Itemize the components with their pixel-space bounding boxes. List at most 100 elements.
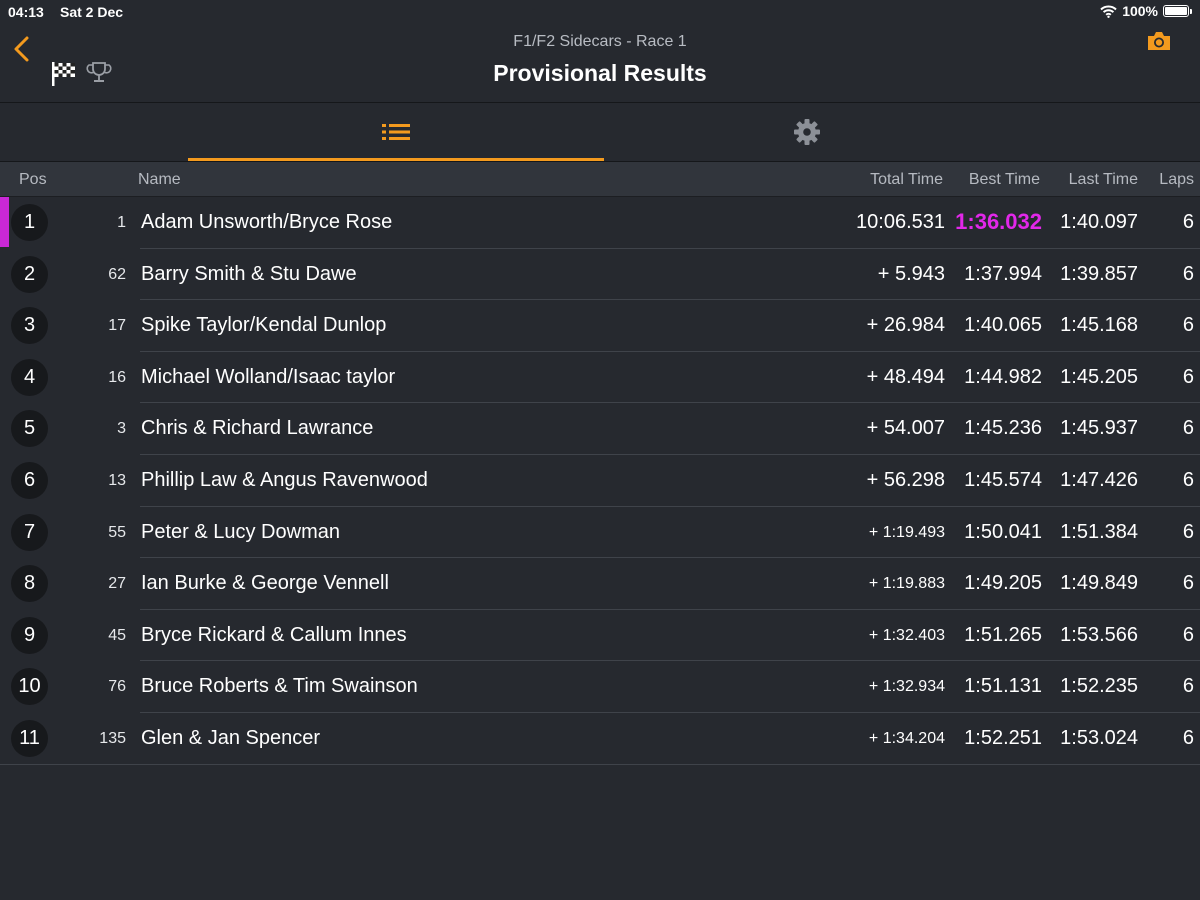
total-time: + 5.943: [877, 262, 945, 285]
rider-name: Spike Taylor/Kendal Dunlop: [141, 314, 387, 337]
table-row[interactable]: 7 55 Peter & Lucy Dowman + 1:19.493 1:50…: [0, 507, 1200, 559]
rider-name: Michael Wolland/Isaac taylor: [141, 365, 396, 388]
racing-number: 17: [108, 317, 126, 335]
table-row[interactable]: 9 45 Bryce Rickard & Callum Innes + 1:32…: [0, 610, 1200, 662]
battery-icon: [1163, 5, 1189, 17]
racing-number: 1: [117, 214, 126, 231]
tab-settings[interactable]: [604, 103, 1010, 161]
racing-number: 27: [108, 575, 126, 593]
status-time: 04:13: [8, 4, 44, 20]
last-time: 1:53.024: [1060, 726, 1138, 749]
best-time: 1:50.041: [964, 520, 1042, 543]
table-row[interactable]: 11 135 Glen & Jan Spencer + 1:34.204 1:5…: [0, 713, 1200, 765]
col-pos[interactable]: Pos: [19, 171, 47, 188]
last-time: 1:49.849: [1060, 572, 1138, 595]
rider-name: Ian Burke & George Vennell: [141, 572, 389, 595]
racing-number: 55: [108, 523, 126, 541]
racing-number: 13: [108, 471, 126, 489]
rider-name: Peter & Lucy Dowman: [141, 520, 340, 543]
laps: 6: [1182, 572, 1194, 595]
table-row[interactable]: 10 76 Bruce Roberts & Tim Swainson + 1:3…: [0, 661, 1200, 713]
status-date: Sat 2 Dec: [60, 4, 124, 20]
col-last-time[interactable]: Last Time: [1068, 171, 1138, 188]
racing-number: 62: [108, 265, 126, 283]
tab-bar: [0, 103, 1200, 162]
nav-bar: F1/F2 Sidecars - Race 1 Provisional Resu…: [0, 24, 1200, 103]
table-row[interactable]: 4 16 Michael Wolland/Isaac taylor + 48.4…: [0, 352, 1200, 404]
total-time: + 26.984: [866, 314, 945, 337]
page-title: Provisional Results: [493, 60, 707, 86]
laps: 6: [1182, 417, 1194, 440]
laps: 6: [1182, 365, 1194, 388]
last-time: 1:51.384: [1060, 520, 1138, 543]
camera-icon[interactable]: [1146, 30, 1172, 52]
best-time-fastest: 1:36.032: [955, 209, 1042, 234]
col-best-time[interactable]: Best Time: [968, 171, 1040, 188]
table-row[interactable]: 8 27 Ian Burke & George Vennell + 1:19.8…: [0, 558, 1200, 610]
laps: 6: [1182, 726, 1194, 749]
best-time: 1:49.205: [964, 572, 1042, 595]
battery-percent: 100%: [1122, 3, 1158, 19]
rider-name: Bruce Roberts & Tim Swainson: [141, 675, 418, 698]
total-time: + 48.494: [866, 365, 945, 388]
last-time: 1:40.097: [1060, 211, 1138, 233]
best-time: 1:37.994: [964, 262, 1042, 285]
col-name[interactable]: Name: [138, 171, 181, 188]
position-badge: 10: [11, 668, 48, 706]
tab-results-list[interactable]: [188, 103, 604, 161]
rider-name: Phillip Law & Angus Ravenwood: [141, 468, 428, 491]
last-time: 1:53.566: [1060, 623, 1138, 646]
total-time: + 1:32.934: [868, 678, 945, 696]
total-time: + 1:34.204: [868, 729, 945, 747]
row-divider: [140, 350, 1200, 352]
total-time: + 56.298: [866, 468, 945, 491]
best-time: 1:52.251: [964, 726, 1042, 749]
row-divider: [140, 505, 1200, 507]
col-total-time[interactable]: Total Time: [870, 171, 943, 188]
back-chevron-icon[interactable]: [10, 34, 34, 64]
laps: 6: [1182, 211, 1194, 233]
position-badge: 3: [11, 307, 48, 345]
rider-name: Barry Smith & Stu Dawe: [141, 262, 357, 285]
total-time: + 1:19.493: [868, 523, 945, 541]
trophy-icon[interactable]: [86, 60, 112, 86]
table-row[interactable]: 2 62 Barry Smith & Stu Dawe + 5.943 1:37…: [0, 249, 1200, 301]
laps: 6: [1182, 314, 1194, 337]
best-time: 1:51.265: [964, 623, 1042, 646]
position-badge: 8: [11, 565, 48, 603]
row-divider: [140, 711, 1200, 713]
best-time: 1:44.982: [964, 365, 1042, 388]
row-divider: [0, 763, 1200, 765]
last-time: 1:39.857: [1060, 262, 1138, 285]
table-row[interactable]: 6 13 Phillip Law & Angus Ravenwood + 56.…: [0, 455, 1200, 507]
laps: 6: [1182, 623, 1194, 646]
laps: 6: [1182, 520, 1194, 543]
laps: 6: [1182, 262, 1194, 285]
rider-name: Chris & Richard Lawrance: [141, 417, 374, 440]
row-divider: [140, 660, 1200, 662]
position-badge: 5: [11, 410, 48, 448]
row-divider: [140, 557, 1200, 559]
table-row[interactable]: 5 3 Chris & Richard Lawrance + 54.007 1:…: [0, 403, 1200, 455]
row-divider: [140, 453, 1200, 455]
checkered-flag-icon[interactable]: [50, 60, 78, 88]
position-badge: 4: [11, 358, 48, 396]
row-divider: [140, 299, 1200, 301]
total-time: + 1:32.403: [868, 626, 945, 644]
rider-name: Bryce Rickard & Callum Innes: [141, 623, 407, 646]
position-badge: 2: [11, 255, 48, 293]
total-time: 10:06.531: [856, 211, 945, 233]
row-divider: [140, 402, 1200, 404]
total-time: + 54.007: [866, 417, 945, 440]
list-icon: [382, 124, 410, 140]
col-laps[interactable]: Laps: [1159, 171, 1194, 188]
table-row[interactable]: 3 17 Spike Taylor/Kendal Dunlop + 26.984…: [0, 300, 1200, 352]
best-time: 1:40.065: [964, 314, 1042, 337]
position-badge: 6: [11, 461, 48, 499]
best-time: 1:45.236: [964, 417, 1042, 440]
racing-number: 3: [117, 420, 126, 438]
position-badge: 9: [11, 616, 48, 654]
results-table: 1 1 Adam Unsworth/Bryce Rose 10:06.531 1…: [0, 197, 1200, 765]
table-row[interactable]: 1 1 Adam Unsworth/Bryce Rose 10:06.531 1…: [0, 197, 1200, 249]
racing-number: 16: [108, 368, 126, 386]
